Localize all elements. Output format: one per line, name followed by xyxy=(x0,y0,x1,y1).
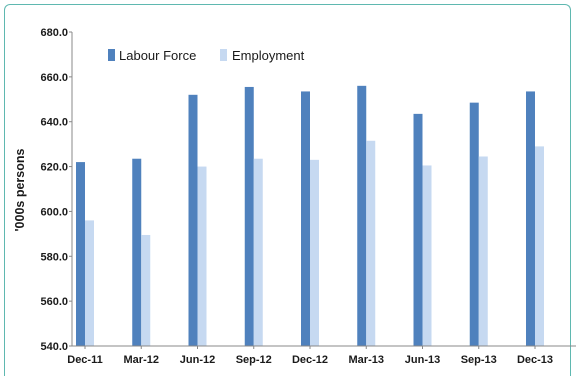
bar-employment-dec-12 xyxy=(310,159,319,346)
bar-labour-force-jun-13 xyxy=(413,113,423,346)
bar-labour-force-sep-12 xyxy=(244,86,254,346)
bar-employment-dec-13 xyxy=(535,146,544,346)
legend-label-employment: Employment xyxy=(232,48,305,63)
y-axis-label: '000s persons xyxy=(13,149,27,232)
y-tick-label: 600.0 xyxy=(40,206,68,218)
bar-labour-force-dec-13 xyxy=(526,91,535,346)
bar-labour-force-mar-12 xyxy=(132,158,142,346)
legend-swatch-labour-force xyxy=(108,49,115,61)
y-tick-label: 640.0 xyxy=(40,117,68,129)
bar-employment-sep-13 xyxy=(478,156,488,346)
bar-employment-sep-12 xyxy=(253,158,263,346)
chart-frame xyxy=(4,4,571,376)
bar-labour-force-sep-13 xyxy=(469,102,479,347)
bar-employment-mar-13 xyxy=(366,140,376,346)
x-tick-label: Mar-12 xyxy=(124,354,159,366)
x-tick-label: Jun-12 xyxy=(180,354,215,366)
x-tick-label: Mar-13 xyxy=(349,354,384,366)
legend-label-labour-force: Labour Force xyxy=(119,48,196,63)
x-tick-label: Sep-13 xyxy=(461,354,497,366)
x-tick-label: Dec-12 xyxy=(292,354,328,366)
y-tick-label: 580.0 xyxy=(40,251,68,263)
y-tick-label: 620.0 xyxy=(40,162,68,174)
x-tick-label: Dec-13 xyxy=(517,354,553,366)
y-tick-label: 560.0 xyxy=(40,296,68,308)
bar-labour-force-jun-12 xyxy=(188,94,198,346)
x-tick-label: Sep-12 xyxy=(236,354,272,366)
bar-employment-jun-13 xyxy=(422,165,432,346)
x-tick-label: Jun-13 xyxy=(405,354,440,366)
legend-swatch-employment xyxy=(220,49,227,61)
bars xyxy=(76,85,544,349)
x-tick-labels: Dec-11 Mar-12 Jun-12 Sep-12 Dec-12 Mar-13 Jun-… xyxy=(67,354,553,366)
bar-labour-force-dec-12 xyxy=(301,91,310,346)
bar-employment-dec-11 xyxy=(85,220,94,346)
bar-employment-mar-12 xyxy=(141,234,151,346)
bar-labour-force-mar-13 xyxy=(357,85,367,346)
y-tick-label: 660.0 xyxy=(40,72,68,84)
legend: Labour Force Employment xyxy=(108,48,305,63)
bar-labour-force-dec-11 xyxy=(76,162,85,346)
bar-employment-jun-12 xyxy=(197,166,207,346)
y-tick-labels: 540.0 560.0 580.0 600.0 620.0 640.0 660.0 680.0 xyxy=(40,27,72,353)
y-tick-label: 540.0 xyxy=(40,341,68,353)
x-tick-label: Dec-11 xyxy=(67,354,102,366)
y-tick-label: 680.0 xyxy=(40,27,68,39)
